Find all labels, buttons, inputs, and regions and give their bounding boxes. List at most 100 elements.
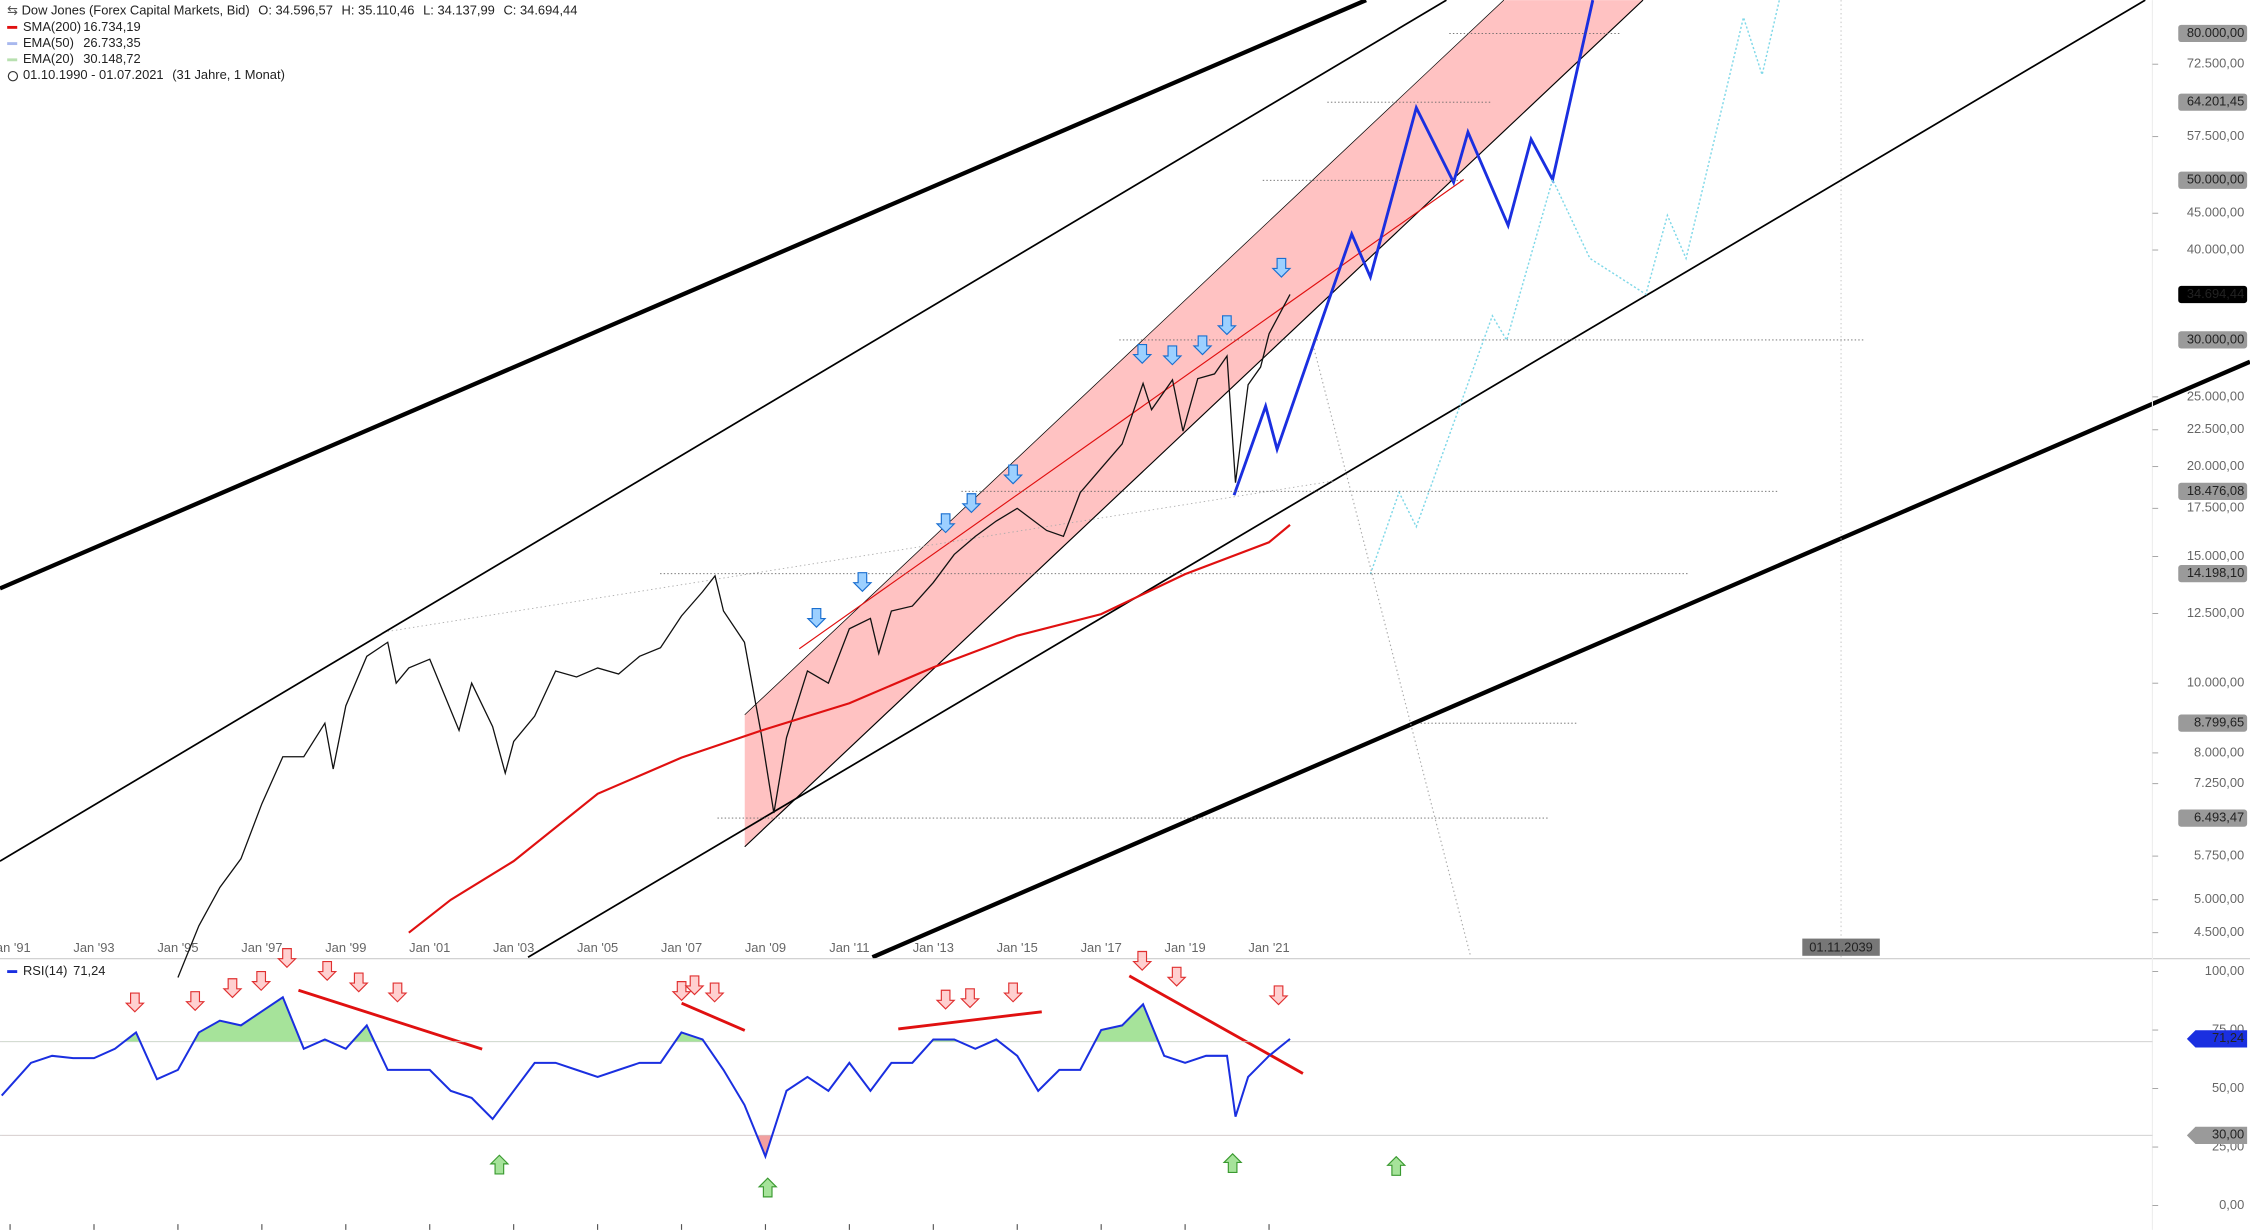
y-tick-label: 57.500,00 (2187, 128, 2244, 143)
down-arrow (852, 572, 873, 593)
legend-icon: ⇆ (7, 3, 21, 18)
down-arrow (935, 513, 956, 534)
x-tick-label: Jan '91 (0, 940, 31, 955)
x-tick-label: Jan '13 (913, 940, 954, 955)
price-tag-label: 6.493,47 (2194, 810, 2244, 825)
value-tag (2186, 1126, 2248, 1144)
y-tick-label: 72.500,00 (2187, 56, 2244, 71)
instrument-name: Dow Jones (Forex Capital Markets, Bid) (22, 3, 250, 18)
price-tag (2178, 809, 2248, 827)
y-tick-label: 4.500,00 (2194, 924, 2244, 939)
down-arrow (1216, 315, 1237, 336)
y-tick-label: 8.000,00 (2194, 744, 2244, 759)
y-tick-label: 7.250,00 (2194, 775, 2244, 790)
down-arrow (1166, 966, 1187, 987)
value-tag-label: 71,24 (2212, 1030, 2244, 1045)
y-tick-label: 45.000,00 (2187, 205, 2244, 220)
sma-line (408, 524, 1291, 934)
channel-edge (744, 0, 1505, 715)
crosshair-tag (1802, 938, 1880, 956)
drawings (0, 0, 2250, 1075)
trend-line (798, 179, 1464, 650)
up-arrow (757, 1177, 778, 1198)
trend-line (527, 0, 2146, 958)
x-tick-label: Jan '03 (493, 940, 534, 955)
value-tag (2186, 1030, 2248, 1048)
down-arrow (704, 982, 725, 1003)
price-tag (2178, 331, 2248, 349)
up-arrow (1386, 1155, 1407, 1176)
price-tag (2178, 171, 2248, 189)
price-tag-label: 18.476,08 (2187, 483, 2244, 498)
price-tag-label: 30.000,00 (2187, 331, 2244, 346)
down-arrow (1192, 335, 1213, 356)
legend-value: 16.734,19 (83, 19, 140, 34)
clock-icon (7, 71, 19, 82)
y-tick-label: 17.500,00 (2187, 500, 2244, 515)
up-arrow (1222, 1153, 1243, 1174)
trend-line (0, 0, 1367, 591)
down-arrow (348, 972, 369, 993)
duration: (31 Jahre, 1 Monat) (172, 68, 285, 83)
ohlc: C: 34.694,44 (503, 3, 577, 18)
down-arrow (1268, 985, 1289, 1006)
x-tick-label: Jan '11 (829, 940, 869, 955)
legend-row: ⇆ Dow Jones (Forex Capital Markets, Bid)… (7, 3, 577, 18)
down-arrow (276, 948, 297, 969)
oversold-fill (1, 1135, 1291, 1157)
down-arrow (806, 607, 827, 629)
x-tick-label: Jan '07 (661, 940, 702, 955)
y-tick-label: 100,00 (2205, 963, 2244, 978)
price-tag-label: 64.201,45 (2187, 94, 2244, 109)
overbought-fill (124, 997, 1291, 1042)
ohlc: L: 34.137,99 (423, 3, 495, 18)
down-arrow (684, 975, 705, 996)
price-tag (2178, 285, 2248, 304)
down-arrow (1132, 950, 1153, 971)
down-arrow (185, 991, 206, 1012)
price-tag-label: 34.694,44 (2187, 286, 2244, 301)
price-tag-label: 80.000,00 (2187, 25, 2244, 40)
date-range: 01.10.1990 - 01.07.2021 (23, 68, 164, 83)
down-arrow (124, 992, 145, 1013)
channel-edge (744, 0, 1644, 848)
legend-value: 71,24 (73, 963, 105, 978)
down-arrow (671, 981, 692, 1002)
y-tick-label: 5.000,00 (2194, 891, 2244, 906)
y-tick-label: 5.750,00 (2194, 848, 2244, 863)
x-tick-label: Jan '05 (577, 940, 618, 955)
y-tick-label: 15.000,00 (2187, 548, 2244, 563)
x-tick-label: Jan '97 (241, 940, 282, 955)
ohlc: O: 34.596,57 (258, 3, 333, 18)
down-arrow (1003, 982, 1024, 1003)
x-tick-label: Jan '93 (73, 940, 114, 955)
value-tag-label: 30,00 (2212, 1127, 2244, 1142)
price-tag (2178, 714, 2248, 732)
trend-line (1312, 344, 1472, 958)
down-arrow (1271, 257, 1292, 278)
legend-row: 01.10.1990 - 01.07.2021 (31 Jahre, 1 Mona… (23, 68, 285, 83)
y-tick-label: 12.500,00 (2187, 605, 2244, 620)
down-arrow (960, 988, 981, 1009)
y-tick-label: 10.000,00 (2187, 675, 2244, 690)
legend-name: RSI(14) (23, 963, 67, 978)
down-arrow (222, 978, 243, 999)
price-tag-label: 14.198,10 (2187, 565, 2244, 580)
x-tick-label: Jan '17 (1081, 940, 1122, 955)
price-tag (2178, 93, 2248, 111)
price-tag (2178, 565, 2248, 583)
up-arrow (489, 1154, 510, 1175)
rsi-line (0, 995, 1291, 1160)
price-line (177, 294, 1291, 978)
x-tick-label: Jan '15 (997, 940, 1038, 955)
divergence-line (1128, 974, 1304, 1075)
down-arrow (251, 971, 272, 992)
legend-name: EMA(20) (23, 51, 74, 66)
price-tag-label: 8.799,65 (2194, 715, 2244, 730)
y-tick-label: 25.000,00 (2187, 388, 2244, 403)
divergence-line (898, 1010, 1042, 1031)
y-tick-label: 22.500,00 (2187, 421, 2244, 436)
x-tick-label: Jan '21 (1248, 940, 1289, 955)
trend-line (871, 359, 2250, 960)
